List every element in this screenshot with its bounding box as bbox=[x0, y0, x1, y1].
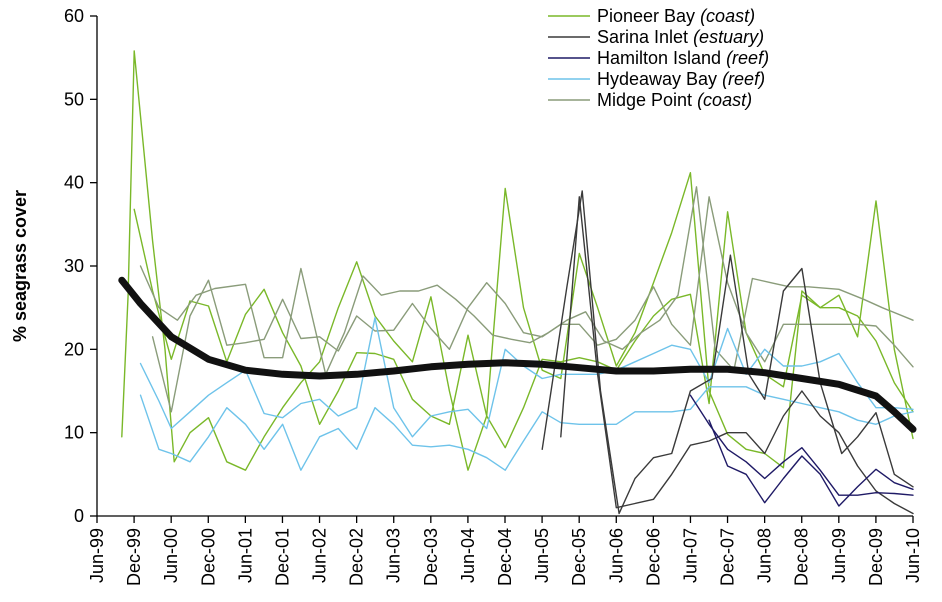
x-tick-label: Dec-01 bbox=[272, 528, 292, 586]
x-tick-label: Jun-09 bbox=[829, 528, 849, 583]
x-tick-label: Dec-05 bbox=[569, 528, 589, 586]
x-tick-label: Dec-99 bbox=[124, 528, 144, 586]
legend-site-type: (reef) bbox=[726, 48, 769, 68]
legend-label: Sarina Inlet (estuary) bbox=[597, 27, 764, 47]
legend-site-name: Midge Point bbox=[597, 90, 697, 110]
x-tick-label: Dec-09 bbox=[866, 528, 886, 586]
y-tick-label: 20 bbox=[64, 339, 84, 359]
legend-site-type: (coast) bbox=[697, 90, 752, 110]
x-tick-label: Jun-08 bbox=[755, 528, 775, 583]
x-tick-label: Jun-07 bbox=[680, 528, 700, 583]
series-line bbox=[151, 196, 914, 413]
series-line bbox=[121, 50, 914, 471]
y-axis-title: % seagrass cover bbox=[10, 190, 30, 342]
series-line bbox=[689, 394, 914, 496]
legend-site-type: (estuary) bbox=[693, 27, 764, 47]
x-tick-label: Jun-03 bbox=[384, 528, 404, 583]
x-tick-label: Dec-00 bbox=[198, 528, 218, 586]
series-line bbox=[133, 208, 914, 449]
legend-label: Hydeaway Bay (reef) bbox=[597, 69, 765, 89]
legend-label: Hamilton Island (reef) bbox=[597, 48, 769, 68]
trend-line bbox=[118, 276, 917, 433]
x-tick-label: Dec-03 bbox=[421, 528, 441, 586]
x-tick-label: Jun-05 bbox=[532, 528, 552, 583]
series-line bbox=[139, 186, 914, 375]
x-tick-label: Jun-04 bbox=[458, 528, 478, 583]
legend-site-name: Hamilton Island bbox=[597, 48, 726, 68]
y-tick-label: 30 bbox=[64, 256, 84, 276]
legend-site-name: Sarina Inlet bbox=[597, 27, 693, 47]
legend-site-name: Hydeaway Bay bbox=[597, 69, 722, 89]
y-axis-ticks: 0 10 20 30 40 50 60 bbox=[64, 6, 97, 526]
x-tick-label: Jun-99 bbox=[87, 528, 107, 583]
legend-label: Midge Point (coast) bbox=[597, 90, 752, 110]
x-tick-label: Jun-00 bbox=[161, 528, 181, 583]
series-layer bbox=[118, 50, 917, 515]
x-axis-ticks: Jun-99 Dec-99 Jun-00 Dec-00 Jun-01 Dec-01 Jun-… bbox=[87, 516, 923, 586]
x-tick-label: Jun-10 bbox=[903, 528, 923, 583]
series-line bbox=[139, 386, 914, 471]
series-line bbox=[560, 196, 914, 515]
series-line bbox=[541, 190, 914, 515]
y-tick-label: 50 bbox=[64, 89, 84, 109]
x-tick-label: Dec-08 bbox=[792, 528, 812, 586]
legend-site-type: (reef) bbox=[722, 69, 765, 89]
y-tick-label: 40 bbox=[64, 173, 84, 193]
x-tick-label: Jun-01 bbox=[235, 528, 255, 583]
x-tick-label: Dec-06 bbox=[643, 528, 663, 586]
y-tick-label: 0 bbox=[74, 506, 84, 526]
x-tick-label: Dec-02 bbox=[347, 528, 367, 586]
series-line bbox=[708, 419, 914, 507]
x-tick-label: Jun-02 bbox=[310, 528, 330, 583]
legend-site-name: Pioneer Bay bbox=[597, 6, 700, 26]
x-tick-label: Dec-04 bbox=[495, 528, 515, 586]
x-tick-label: Dec-07 bbox=[718, 528, 738, 586]
x-tick-label: Jun-06 bbox=[606, 528, 626, 583]
legend-site-type: (coast) bbox=[700, 6, 755, 26]
legend-label: Pioneer Bay (coast) bbox=[597, 6, 755, 26]
legend: Pioneer Bay (coast)Sarina Inlet (estuary… bbox=[548, 6, 769, 110]
y-tick-label: 60 bbox=[64, 6, 84, 26]
y-tick-label: 10 bbox=[64, 423, 84, 443]
